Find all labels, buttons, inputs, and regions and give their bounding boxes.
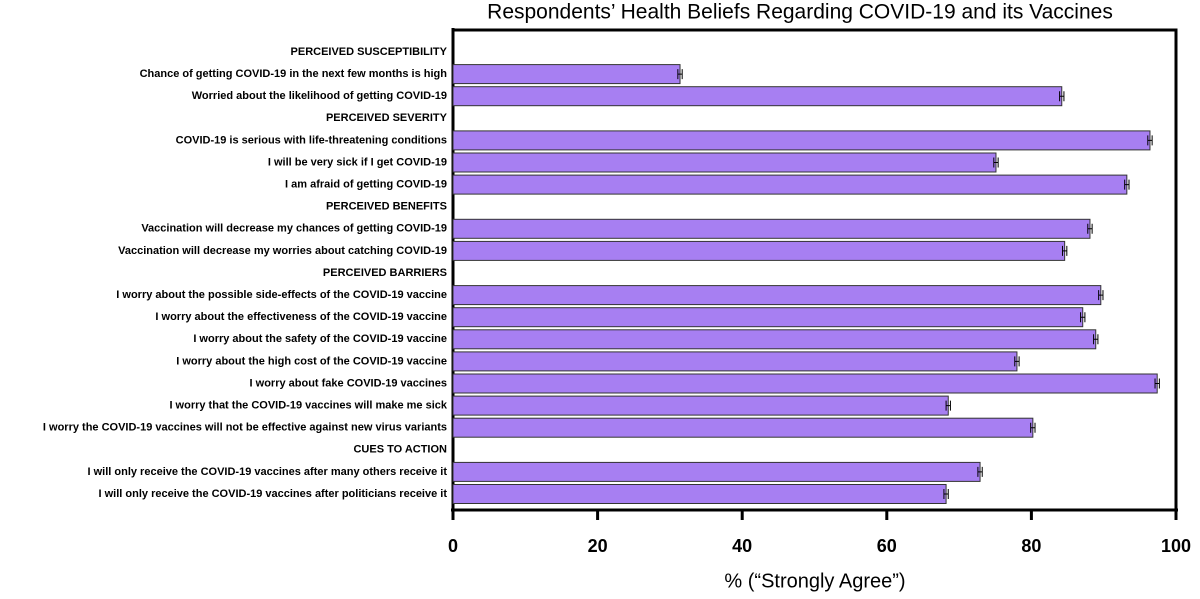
x-axis-label: % (“Strongly Agree”) bbox=[724, 570, 905, 592]
bar bbox=[452, 64, 681, 85]
error-bar bbox=[1014, 356, 1020, 367]
error-bar bbox=[1154, 378, 1160, 389]
error-bar bbox=[1147, 135, 1153, 146]
bar bbox=[452, 461, 981, 482]
plot-frame bbox=[453, 28, 1178, 510]
y-tick-label: Vaccination will decrease my chances of … bbox=[141, 223, 447, 235]
error-bar bbox=[1087, 223, 1093, 234]
chart-title: Respondents’ Health Beliefs Regarding CO… bbox=[487, 1, 1113, 24]
bar bbox=[452, 351, 1018, 372]
x-tick-label: 100 bbox=[1161, 536, 1191, 556]
x-tick-label: 0 bbox=[448, 536, 458, 556]
y-tick-label: PERCEIVED SEVERITY bbox=[326, 112, 448, 124]
error-bar bbox=[1080, 312, 1086, 323]
error-bar bbox=[1061, 245, 1068, 256]
error-bar bbox=[945, 400, 951, 411]
bar bbox=[452, 307, 1084, 328]
error-bar bbox=[1098, 290, 1104, 301]
error-bar bbox=[1124, 179, 1130, 190]
y-tick-label: PERCEIVED BARRIERS bbox=[323, 267, 447, 279]
bar bbox=[452, 174, 1128, 195]
y-tick-label: I worry that the COVID-19 vaccines will … bbox=[169, 400, 447, 412]
bar bbox=[452, 130, 1151, 151]
bar bbox=[452, 218, 1091, 239]
y-tick-label: I will be very sick if I get COVID-19 bbox=[268, 156, 447, 168]
y-tick-label: I am afraid of getting COVID-19 bbox=[285, 179, 447, 191]
error-bar bbox=[943, 489, 949, 499]
y-tick-label: Worried about the likelihood of getting … bbox=[192, 90, 447, 102]
error-bar bbox=[977, 466, 983, 477]
x-tick-label: 80 bbox=[1021, 536, 1041, 556]
x-tick-label: 60 bbox=[877, 536, 897, 556]
bar bbox=[452, 417, 1034, 438]
bar bbox=[452, 395, 949, 416]
y-tick-label: COVID-19 is serious with life-threatenin… bbox=[176, 134, 447, 146]
y-tick-label: PERCEIVED SUSCEPTIBILITY bbox=[291, 46, 448, 58]
bar bbox=[452, 285, 1102, 306]
y-tick-label: I worry about the high cost of the COVID… bbox=[176, 355, 447, 367]
y-tick-label: I worry about the safety of the COVID-19… bbox=[193, 333, 447, 345]
y-tick-label: Chance of getting COVID-19 in the next f… bbox=[140, 68, 448, 80]
error-bar bbox=[1093, 334, 1099, 345]
error-bar bbox=[1030, 422, 1036, 433]
y-tick-label: PERCEIVED BENEFITS bbox=[326, 201, 447, 213]
bar bbox=[452, 240, 1066, 261]
y-tick-label: I worry about the possible side-effects … bbox=[116, 289, 447, 301]
bar bbox=[452, 484, 947, 504]
y-tick-label: CUES TO ACTION bbox=[353, 444, 447, 456]
y-tick-label: I worry the COVID-19 vaccines will not b… bbox=[43, 422, 447, 434]
bar bbox=[452, 329, 1097, 350]
error-bar bbox=[677, 69, 683, 80]
error-bar bbox=[1059, 91, 1065, 102]
x-tick-label: 40 bbox=[732, 536, 752, 556]
x-tick-label: 20 bbox=[588, 536, 608, 556]
y-tick-label: I will only receive the COVID-19 vaccine… bbox=[99, 488, 448, 500]
y-tick-label: Vaccination will decrease my worries abo… bbox=[118, 245, 447, 257]
y-tick-label: I worry about fake COVID-19 vaccines bbox=[250, 377, 447, 389]
bar bbox=[452, 152, 997, 173]
y-tick-label: I will only receive the COVID-19 vaccine… bbox=[88, 466, 448, 478]
error-bar bbox=[993, 157, 999, 168]
y-tick-label: I worry about the effectiveness of the C… bbox=[155, 311, 447, 323]
bar bbox=[452, 373, 1158, 394]
bar bbox=[452, 86, 1063, 107]
